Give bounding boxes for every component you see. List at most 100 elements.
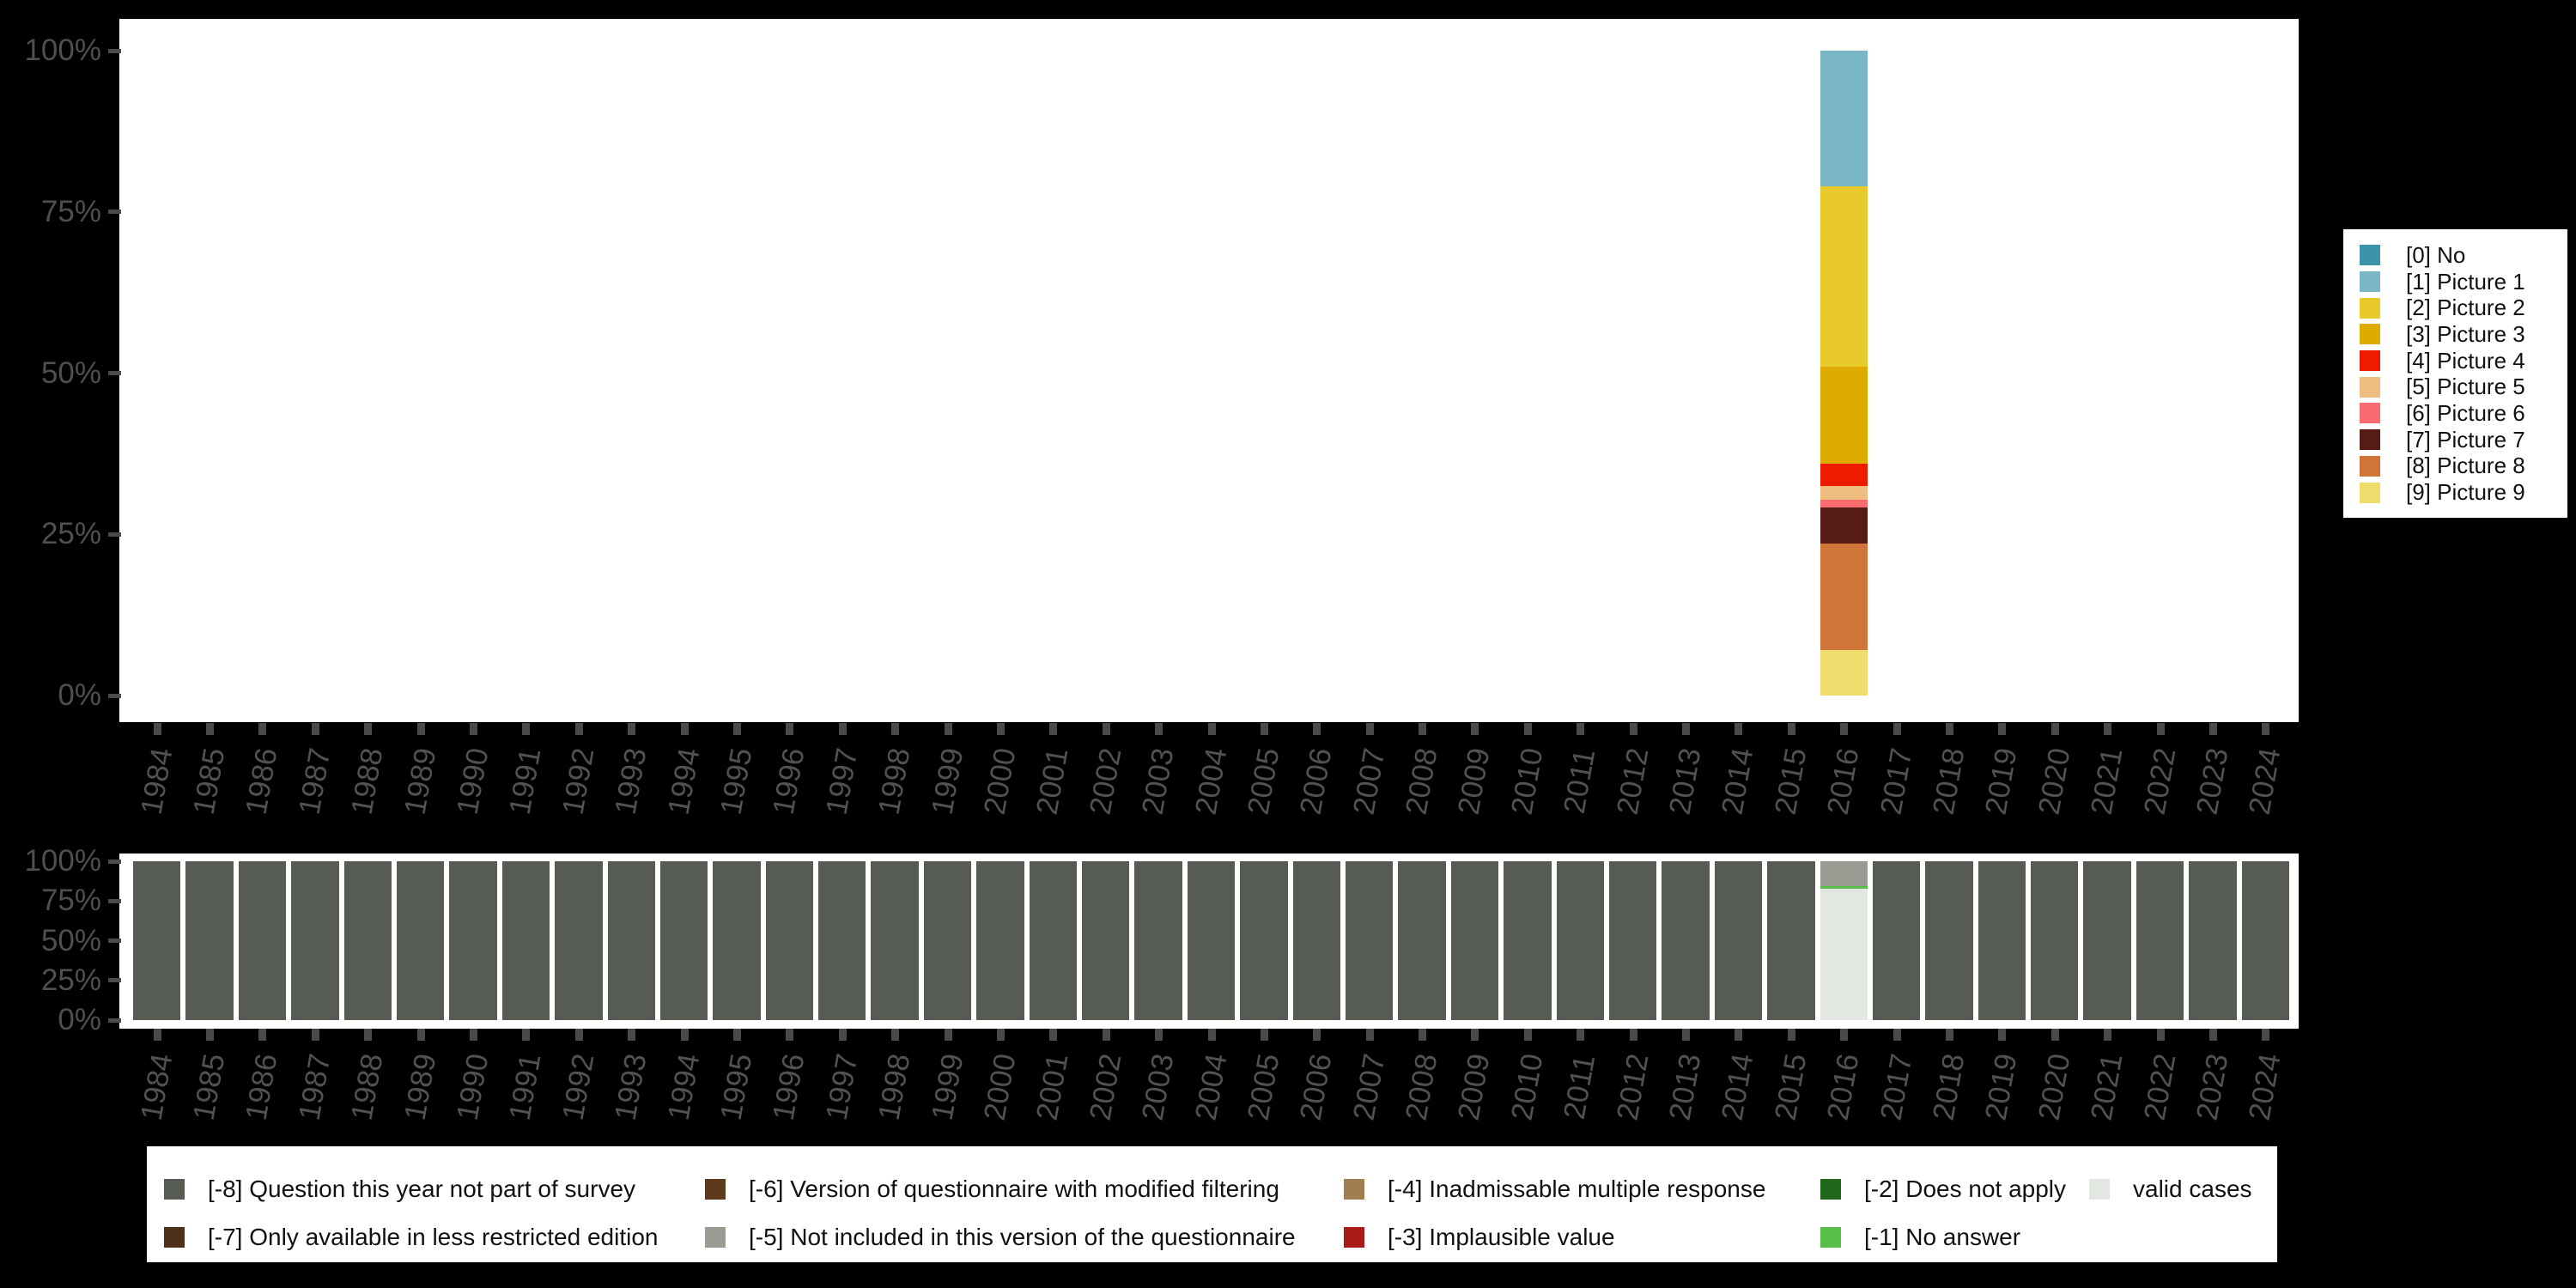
bar-1992 xyxy=(555,861,603,1020)
legend-item-1-3: [-1] No answer xyxy=(1820,1224,2089,1251)
bar-stack-2018 xyxy=(1925,51,1972,696)
bar-1997 xyxy=(818,51,866,696)
x-label-2022: 2022 xyxy=(2137,745,2183,817)
bar-2024 xyxy=(2241,861,2290,1020)
x-label-2013: 2013 xyxy=(1662,1051,1708,1123)
x-slot-1999: 1999 xyxy=(924,1029,971,1145)
bar-1998 xyxy=(871,861,919,1020)
x-slot-1993: 1993 xyxy=(608,1029,655,1145)
bar-stack-2019 xyxy=(1978,51,2026,696)
bar-stack-1985 xyxy=(185,861,234,1020)
x-tick xyxy=(1998,1029,2007,1041)
x-label-1994: 1994 xyxy=(661,1051,707,1123)
legend-swatch xyxy=(2360,403,2380,424)
x-tick xyxy=(153,1029,161,1041)
bar-stack-2004 xyxy=(1187,861,1236,1020)
bar-segment-2 xyxy=(1820,185,1868,367)
bar-2016 xyxy=(1820,861,1868,1020)
bar-stack-2013 xyxy=(1662,51,1709,696)
x-label-1993: 1993 xyxy=(608,1051,653,1123)
bar-1994 xyxy=(659,861,708,1020)
x-label-2004: 2004 xyxy=(1188,1051,1233,1123)
y-tick xyxy=(108,371,121,375)
bar-segment--8 xyxy=(396,861,445,1020)
x-label-2020: 2020 xyxy=(2032,1051,2077,1123)
bar-stack-1990 xyxy=(449,51,496,696)
bar-2005 xyxy=(1240,51,1287,696)
x-tick xyxy=(1049,723,1058,735)
legend-item-7: [7] Picture 7 xyxy=(2360,427,2567,453)
x-tick xyxy=(1787,723,1795,735)
x-slot-1987: 1987 xyxy=(291,1029,338,1145)
x-tick xyxy=(1365,723,1374,735)
bar-segment-5 xyxy=(1820,485,1868,501)
x-tick xyxy=(786,1029,794,1041)
bar-stack-1994 xyxy=(659,861,708,1020)
x-label-2015: 2015 xyxy=(1768,745,1814,817)
bar-segment--8 xyxy=(1398,861,1446,1020)
bar-stack-1991 xyxy=(502,51,550,696)
x-slot-2008: 2008 xyxy=(1398,723,1445,839)
x-slot-2020: 2020 xyxy=(2031,1029,2078,1145)
bar-stack-1990 xyxy=(449,861,497,1020)
bar-stack-1984 xyxy=(133,51,180,696)
bar-segment--8 xyxy=(2241,861,2290,1020)
x-label-2010: 2010 xyxy=(1504,745,1550,817)
bar-stack-1993 xyxy=(608,51,655,696)
legend-label: [-3] Implausible value xyxy=(1388,1224,1615,1250)
legend-label: [6] Picture 6 xyxy=(2406,399,2525,426)
x-slot-2007: 2007 xyxy=(1346,723,1393,839)
x-tick xyxy=(1523,723,1532,735)
x-label-2022: 2022 xyxy=(2137,1051,2183,1123)
x-slot-2005: 2005 xyxy=(1240,723,1287,839)
y-label: 50% xyxy=(40,355,101,390)
legend-swatch xyxy=(2360,482,2380,503)
x-slot-2003: 2003 xyxy=(1134,1029,1182,1145)
x-label-2007: 2007 xyxy=(1346,1051,1392,1123)
bar-segment--8 xyxy=(185,861,234,1020)
x-tick xyxy=(1682,1029,1691,1041)
x-label-2021: 2021 xyxy=(2084,745,2129,817)
bar-1989 xyxy=(397,51,444,696)
x-label-1989: 1989 xyxy=(398,1051,443,1123)
bar-2006 xyxy=(1293,51,1340,696)
x-tick xyxy=(944,723,952,735)
x-slot-2017: 2017 xyxy=(1873,1029,1920,1145)
bar-2008 xyxy=(1398,51,1445,696)
x-tick xyxy=(206,1029,215,1041)
x-label-2001: 2001 xyxy=(1030,1051,1075,1123)
x-label-1990: 1990 xyxy=(450,1051,495,1123)
x-label-2006: 2006 xyxy=(1293,745,1339,817)
bar-2002 xyxy=(1082,51,1129,696)
bar-segment--8 xyxy=(1556,861,1604,1020)
x-tick xyxy=(416,1029,425,1041)
bar-segment-7 xyxy=(1820,507,1868,544)
bar-segment--8 xyxy=(1925,861,1973,1020)
bar-segment--8 xyxy=(1292,861,1340,1020)
bar-1996 xyxy=(765,861,814,1020)
bar-2011 xyxy=(1556,861,1604,1020)
legend-item-8: [8] Picture 8 xyxy=(2360,453,2567,480)
x-slot-2023: 2023 xyxy=(2189,723,2236,839)
bar-1993 xyxy=(607,861,655,1020)
x-slot-2000: 2000 xyxy=(976,723,1024,839)
x-tick xyxy=(1313,1029,1321,1041)
legend-row-1: [-7] Only available in less restricted e… xyxy=(164,1213,2277,1261)
x-slot-2016: 2016 xyxy=(1820,723,1868,839)
x-tick xyxy=(206,723,215,735)
x-label-1992: 1992 xyxy=(556,1051,601,1123)
bar-stack-2012 xyxy=(1609,51,1656,696)
bar-2009 xyxy=(1451,51,1498,696)
legend-item-1-2: [-3] Implausible value xyxy=(1344,1224,1820,1251)
x-tick xyxy=(1102,723,1110,735)
bar-2004 xyxy=(1188,51,1235,696)
bar-2000 xyxy=(976,861,1024,1020)
bar-stack-2007 xyxy=(1346,51,1393,696)
bar-2022 xyxy=(2136,51,2184,696)
x-tick xyxy=(2156,723,2165,735)
bar-2001 xyxy=(1030,51,1077,696)
legend-swatch xyxy=(2360,245,2380,266)
legend-label: [3] Picture 3 xyxy=(2406,320,2525,347)
bar-1987 xyxy=(291,861,339,1020)
x-label-1995: 1995 xyxy=(714,745,759,817)
